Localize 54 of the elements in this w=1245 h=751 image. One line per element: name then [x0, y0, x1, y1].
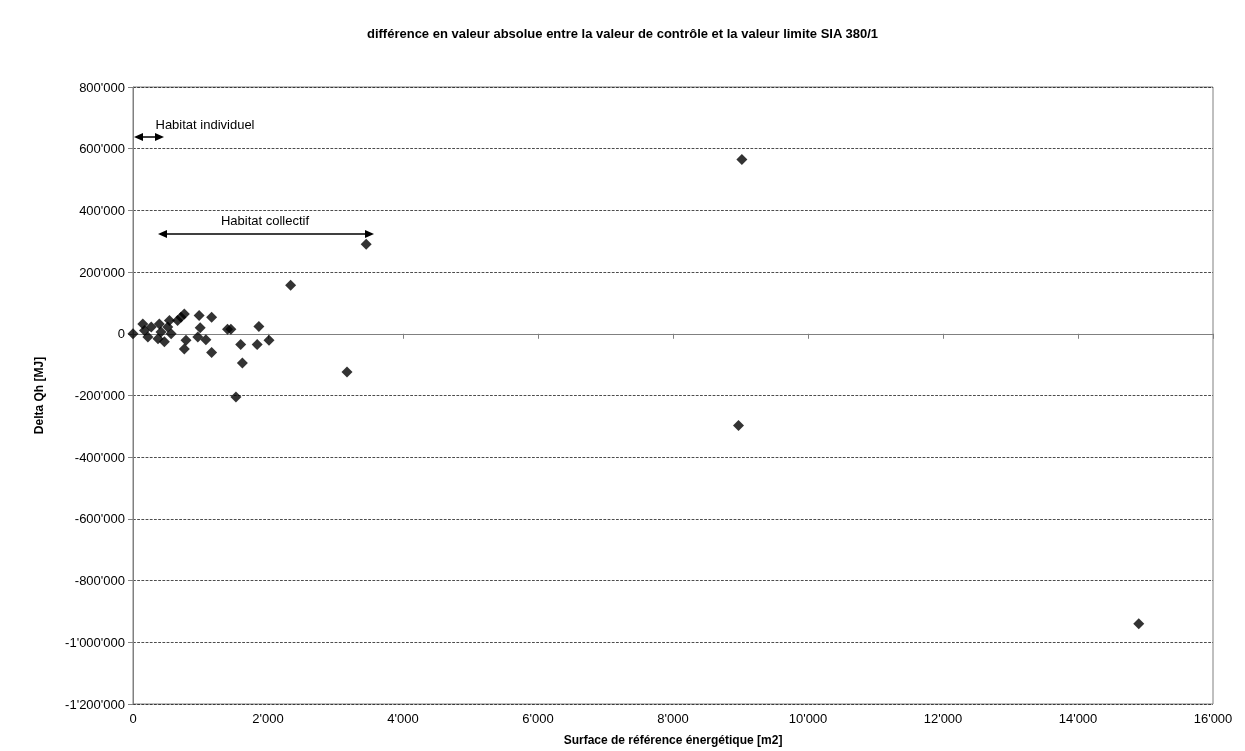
- point: [285, 279, 297, 291]
- y-tick-label: -200'000: [74, 388, 125, 403]
- point: [736, 154, 748, 165]
- x-tick-label: 16'000: [1193, 711, 1233, 726]
- x-tick-label: 6'000: [522, 711, 554, 726]
- point: [194, 322, 206, 334]
- point: [341, 366, 353, 378]
- x-tick-label: 10'000: [788, 711, 828, 726]
- x-tick-label: 4'000: [387, 711, 419, 726]
- y-tick-label: 800'000: [79, 79, 125, 95]
- x-tick-label: 12'000: [923, 711, 963, 726]
- point: [206, 311, 218, 323]
- point: [145, 321, 157, 333]
- y-tick-label: 200'000: [79, 264, 125, 280]
- point: [165, 328, 177, 340]
- point: [732, 419, 744, 431]
- y-tick-label: -400'000: [74, 449, 125, 465]
- point: [263, 334, 275, 346]
- point: [225, 323, 237, 335]
- point: [251, 339, 263, 351]
- point: [192, 331, 204, 343]
- x-tick-label: 2'000: [252, 711, 284, 726]
- point: [153, 318, 165, 330]
- point: [1133, 618, 1145, 630]
- x-tick-label: 8'000: [657, 711, 689, 726]
- x-tick-label: 0: [129, 711, 137, 726]
- point: [360, 238, 372, 250]
- x-axis-title: Surface de référence énergétique [m2]: [563, 733, 783, 747]
- chart-title: différence en valeur absolue entre la valeur de contrôle et la valeur limite SIA 380/1: [366, 26, 879, 41]
- point: [200, 334, 212, 346]
- y-axis-title: Delta Qh [MJ]: [32, 356, 46, 435]
- y-tick-label: -1'200'000: [65, 696, 125, 712]
- point: [206, 347, 218, 359]
- y-tick-label: 0: [117, 326, 125, 342]
- x-tick-label: 14'000: [1058, 711, 1098, 726]
- point: [158, 336, 170, 348]
- point: [142, 331, 154, 343]
- point: [155, 326, 167, 338]
- point: [236, 357, 248, 369]
- y-tick-label: -1'000'000: [65, 634, 125, 650]
- y-tick-label: -600'000: [74, 511, 125, 527]
- y-tick-label: 600'000: [79, 141, 125, 157]
- y-tick-label: 400'000: [79, 202, 125, 218]
- point: [235, 339, 247, 351]
- point: [127, 328, 139, 340]
- annotation: Habitat collectif: [220, 213, 310, 228]
- y-tick-label: -800'000: [74, 573, 125, 589]
- point: [180, 334, 192, 346]
- point: [193, 310, 205, 322]
- annotation: Habitat individuel: [155, 117, 255, 132]
- point: [178, 343, 190, 355]
- point: [253, 320, 265, 332]
- point: [163, 315, 175, 327]
- point: [230, 391, 242, 403]
